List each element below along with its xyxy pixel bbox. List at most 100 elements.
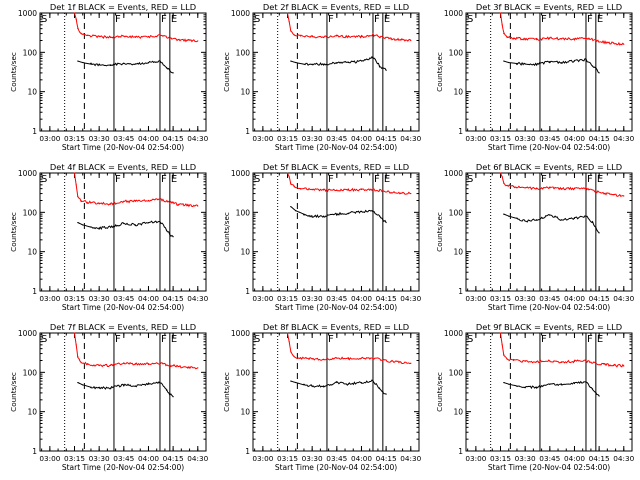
marker-label: E	[384, 14, 390, 25]
series-events-point	[573, 60, 576, 62]
y-axis-label: Counts/sec	[222, 212, 231, 252]
chart-title: Det 2f BLACK = Events, RED = LLD	[263, 2, 409, 12]
series-lld-point	[382, 359, 384, 361]
marker-label: F	[587, 14, 593, 25]
series-events-line	[290, 379, 387, 395]
series-lld-point	[87, 201, 89, 203]
series-events-point	[134, 224, 136, 226]
series-lld-point	[159, 34, 161, 36]
x-tick-label: 03:30	[515, 134, 536, 143]
series-lld-point	[169, 364, 171, 367]
series-events-point	[516, 62, 518, 65]
chart-panel-3: Det 3f BLACK = Events, RED = LLD 1 10 100 10…	[435, 2, 635, 152]
y-axis-label: Counts/sec	[222, 372, 231, 412]
x-tick-label: 04:30	[613, 294, 634, 303]
x-tick-label: 04:15	[589, 134, 610, 143]
series-lld-point	[400, 192, 402, 194]
series-events-point	[598, 232, 600, 234]
series-lld-point	[80, 32, 82, 35]
x-tick-label: 04:15	[163, 134, 184, 143]
marker-label: E	[171, 334, 177, 345]
series-lld-point	[177, 39, 179, 41]
series-events-point	[360, 381, 363, 384]
y-tick-label: 10	[27, 408, 37, 417]
x-tick-label: 04:30	[187, 294, 208, 303]
series-lld-point	[336, 35, 338, 37]
series-lld-line	[287, 12, 412, 42]
series-lld-point	[73, 172, 76, 174]
series-events-point	[336, 381, 338, 384]
series-lld-point	[87, 363, 89, 365]
chart-title: Det 5f BLACK = Events, RED = LLD	[263, 162, 409, 172]
series-lld-point	[311, 188, 313, 191]
series-lld-point	[87, 34, 89, 36]
series-lld-line	[500, 12, 625, 46]
x-tick-label: 04:30	[400, 134, 421, 143]
y-tick-label: 1	[32, 287, 37, 296]
series-events-point	[169, 393, 171, 395]
chart-panel-6: Det 6f BLACK = Events, RED = LLD 1 10 100 10…	[435, 162, 635, 312]
y-axis-label: Counts/sec	[222, 52, 231, 92]
y-tick-label: 1	[458, 287, 463, 296]
series-events-point	[560, 384, 562, 386]
marker-label: F	[115, 14, 121, 25]
series-lld-point	[573, 360, 576, 362]
series-events-point	[549, 383, 551, 385]
x-tick-label: 03:30	[302, 294, 323, 303]
series-lld-point	[110, 36, 112, 38]
y-tick-label: 1	[32, 447, 37, 456]
series-events-point	[378, 215, 381, 217]
series-events-point	[90, 226, 92, 228]
series-lld-point	[73, 332, 76, 334]
series-events-point	[598, 395, 600, 397]
series-lld-point	[390, 360, 392, 362]
chart-panel-4: Det 4f BLACK = Events, RED = LLD 1 10 100 10…	[9, 162, 209, 312]
x-tick-label: 03:00	[252, 294, 273, 303]
x-tick-label: 03:45	[113, 454, 134, 463]
marker-label: E	[597, 14, 603, 25]
series-lld-point	[147, 363, 150, 365]
series-lld-point	[159, 362, 161, 364]
marker-label: E	[597, 334, 603, 345]
series-events-point	[303, 63, 305, 65]
series-lld-point	[286, 12, 289, 14]
x-axis-label: Start Time (20-Nov-04 02:54:00)	[488, 143, 610, 152]
series-events-point	[77, 381, 79, 384]
series-events-point	[508, 215, 510, 217]
series-events-point	[585, 59, 587, 61]
series-lld-point	[560, 188, 562, 190]
series-events-point	[311, 215, 313, 217]
marker-label: E	[171, 174, 177, 185]
series-lld-point	[623, 195, 625, 197]
series-lld-point	[347, 36, 349, 38]
y-axis-label: Counts/sec	[435, 52, 444, 92]
series-lld-point	[573, 38, 576, 40]
series-events-point	[172, 236, 174, 238]
series-events-point	[591, 221, 594, 224]
series-lld-point	[360, 357, 363, 359]
series-events-point	[591, 65, 594, 67]
series-lld-point	[187, 39, 189, 42]
series-events-line	[77, 60, 174, 74]
x-tick-label: 03:45	[113, 294, 134, 303]
series-lld-point	[73, 12, 76, 14]
y-tick-label: 10	[27, 248, 37, 257]
y-tick-label: 100	[23, 48, 38, 57]
marker-label: F	[374, 14, 380, 25]
series-events-point	[311, 63, 313, 65]
series-events-point	[536, 386, 538, 388]
x-tick-label: 03:15	[490, 294, 511, 303]
series-events-point	[290, 60, 292, 62]
series-lld-point	[80, 199, 82, 202]
series-events-point	[524, 63, 526, 65]
y-tick-label: 100	[449, 48, 464, 57]
y-tick-label: 10	[453, 408, 463, 417]
series-lld-point	[524, 187, 526, 189]
series-lld-point	[197, 205, 199, 207]
series-lld-point	[293, 34, 295, 36]
x-tick-label: 04:15	[163, 294, 184, 303]
y-tick-label: 1000	[231, 169, 250, 178]
series-lld-point	[360, 188, 363, 191]
marker-label: F	[161, 14, 167, 25]
